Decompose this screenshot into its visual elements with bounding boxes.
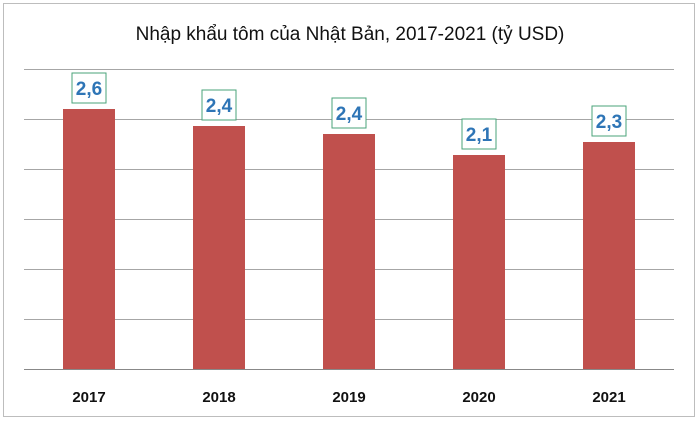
x-tick-label: 2021	[592, 389, 625, 406]
data-label-box	[591, 105, 627, 137]
chart-frame	[3, 3, 695, 417]
x-tick-label: 2019	[332, 389, 365, 406]
data-label-box	[331, 97, 367, 129]
chart-title: Nhập khẩu tôm của Nhật Bản, 2017-2021 (t…	[136, 24, 565, 45]
bar-2021	[583, 142, 635, 369]
x-tick-label: 2020	[462, 389, 495, 406]
data-label-box	[461, 118, 497, 150]
data-label: 2,6	[76, 79, 102, 100]
bar-2018	[193, 126, 245, 369]
data-label-box	[71, 72, 107, 104]
data-label: 2,4	[206, 96, 233, 117]
data-label: 2,1	[466, 125, 493, 146]
bar-2017	[63, 109, 115, 369]
bar-2019	[323, 134, 375, 369]
x-tick-label: 2018	[202, 389, 235, 406]
data-label: 2,3	[596, 112, 622, 133]
data-label: 2,4	[336, 104, 363, 125]
x-tick-label: 2017	[72, 389, 105, 406]
data-label-box	[201, 89, 237, 121]
bar-2020	[453, 155, 505, 369]
